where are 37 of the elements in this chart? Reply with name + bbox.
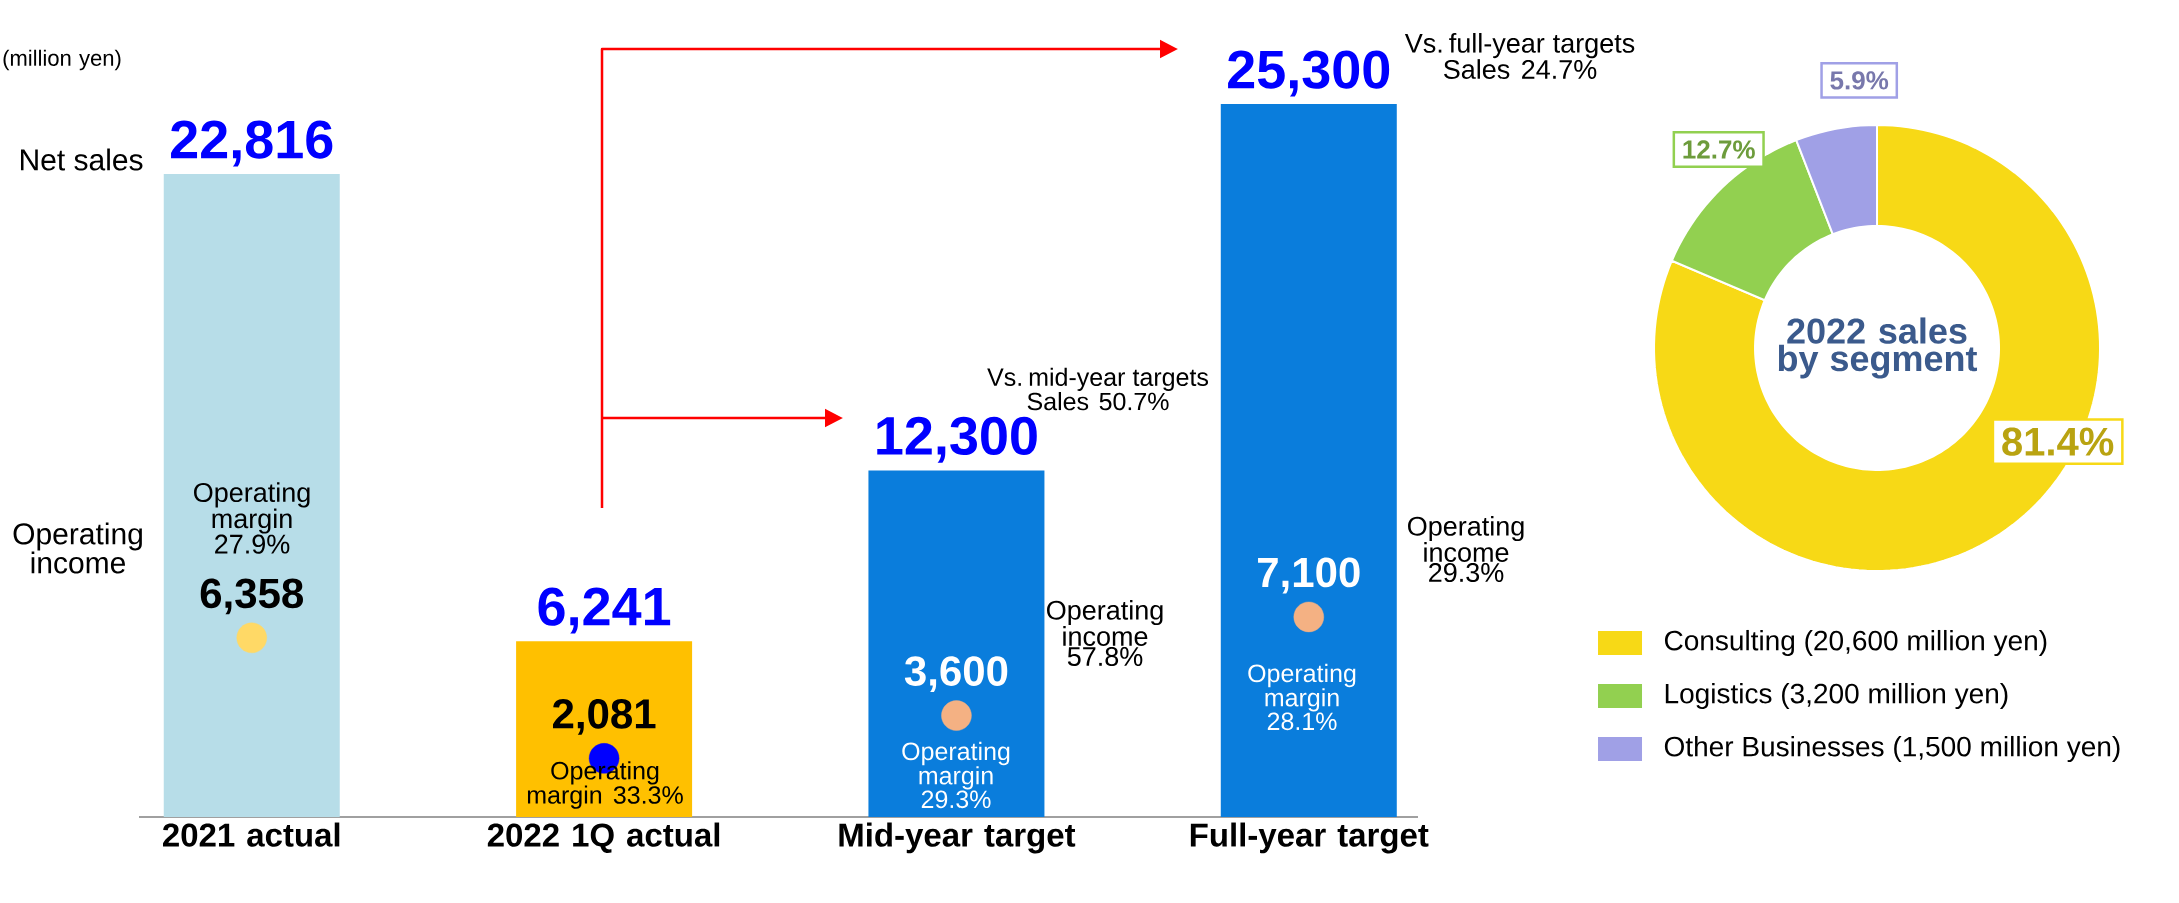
x-tick-label: 2022 1Q actual	[487, 822, 720, 853]
data-label: 6,358	[200, 578, 303, 615]
annotation: Operating margin 29.3%	[902, 741, 1010, 809]
x-tick-label: Mid-year target	[839, 822, 1076, 854]
legend-label: Other Businesses (1,500 million yen)	[1664, 735, 2120, 763]
point	[941, 700, 972, 731]
bar	[516, 641, 693, 817]
text: (million yen)	[3, 49, 121, 71]
text: 2022 sales by segment	[1778, 317, 1978, 379]
annotation: Operating margin 27.9%	[194, 482, 310, 554]
annotation: Operating margin 33.3%	[527, 761, 683, 809]
data-label: 25,300	[1228, 50, 1390, 97]
annotation: Operating income 29.3%	[1408, 515, 1524, 583]
annotation: Operating income	[13, 522, 142, 574]
data-label: 5.9%	[1830, 71, 1889, 90]
bar	[868, 470, 1045, 817]
annotation: Vs. mid-year targets Sales 50.7%	[987, 367, 1209, 411]
point	[236, 622, 267, 654]
data-label: 3,600	[904, 656, 1008, 693]
data-label: 12.7%	[1683, 140, 1755, 159]
data-label: 6,241	[538, 587, 671, 634]
data-label: 7,100	[1258, 557, 1360, 594]
data-label: 81.4%	[2002, 427, 2114, 456]
legend-label: Logistics (3,200 million yen)	[1665, 682, 2008, 710]
x-tick-label: 2021 actual	[163, 822, 340, 847]
series-label: Net sales	[21, 148, 143, 171]
data-label: 12,300	[877, 416, 1037, 463]
x-tick-label: Full-year target	[1190, 822, 1429, 854]
bar	[1220, 104, 1397, 817]
annotation: Operating margin 28.1%	[1248, 663, 1356, 731]
bar	[163, 174, 340, 817]
data-label: 2,081	[553, 699, 656, 735]
data-label: 22,816	[171, 120, 333, 167]
legend-label: Consulting (20,600 million yen)	[1664, 629, 2047, 657]
annotation: Operating income 57.8%	[1047, 599, 1163, 667]
text: Vs. full-year targets Sales 24.7%	[1404, 32, 1635, 79]
point	[1293, 601, 1324, 633]
